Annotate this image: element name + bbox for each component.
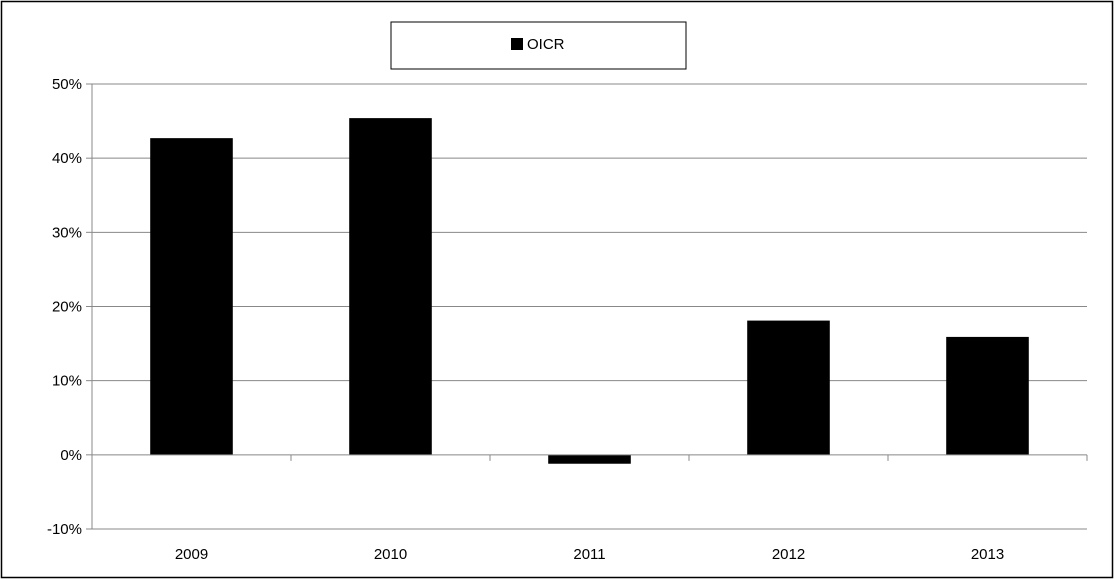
- gridlines: [92, 83, 1087, 530]
- bars: [150, 118, 1029, 464]
- bar-2013: [946, 336, 1029, 455]
- bar-2011: [548, 454, 631, 464]
- y-tick-label: 40%: [52, 150, 82, 167]
- legend-box: [390, 21, 687, 70]
- x-tick-labels: 2009 2010 2011 2012 2013: [175, 546, 1004, 563]
- y-tick-label: 50%: [52, 76, 82, 93]
- x-tick-label: 2010: [374, 546, 407, 563]
- bar-2012: [747, 320, 830, 455]
- axes: [86, 83, 1088, 530]
- x-tick-label: 2009: [175, 546, 208, 563]
- y-tick-label: 20%: [52, 299, 82, 316]
- legend: OICR: [390, 21, 687, 70]
- legend-label-oicr: OICR: [527, 36, 565, 53]
- x-tick-label: 2012: [772, 546, 805, 563]
- y-tick-labels: -10% 0% 10% 20% 30% 40% 50%: [47, 76, 82, 538]
- bar-2009: [150, 138, 233, 455]
- bar-2010: [349, 118, 432, 455]
- x-tick-label: 2011: [573, 546, 605, 563]
- legend-swatch-oicr: [511, 38, 523, 50]
- y-tick-label: 10%: [52, 373, 82, 390]
- y-tick-label: -10%: [47, 521, 82, 538]
- y-tick-label: 0%: [60, 447, 82, 464]
- x-tick-label: 2013: [971, 546, 1004, 563]
- y-tick-label: 30%: [52, 224, 82, 241]
